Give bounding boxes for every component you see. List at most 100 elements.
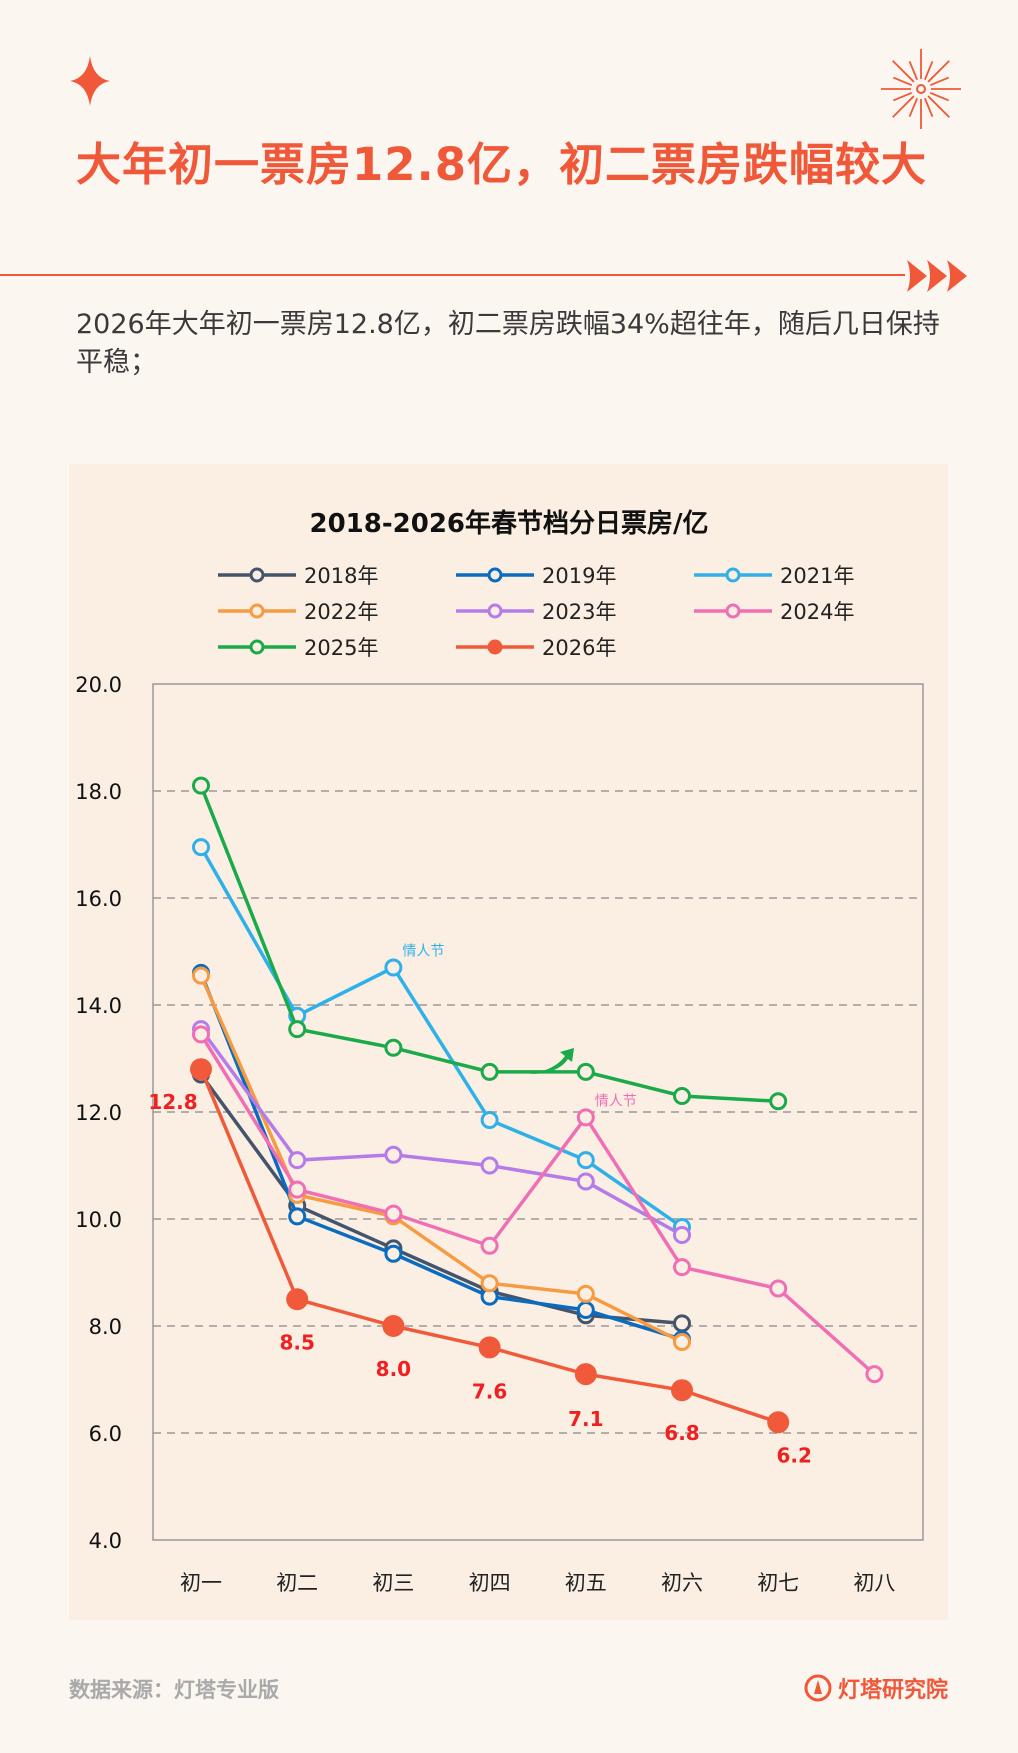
page-title: 大年初一票房12.8亿，初二票房跌幅较大 [76,138,928,191]
data-point [192,1025,210,1044]
data-label: 8.0 [376,1357,411,1381]
series-2019年 [192,963,691,1349]
data-point [576,1151,595,1170]
data-point [480,1274,499,1293]
y-tick-label: 10.0 [75,1208,122,1232]
subtitle: 2026年大年初一票房12.8亿，初二票房跌幅34%超往年，随后几日保持平稳； [76,309,940,378]
firework-ray [923,97,934,118]
x-tick-label: 初二 [276,1571,318,1595]
data-point [673,1314,691,1333]
series-line [199,972,683,1342]
firework-ray [908,60,919,81]
legend-marker [487,639,503,655]
lighthouse-logo-icon [804,1674,832,1702]
data-label: 6.8 [664,1421,699,1445]
annotation-label: 情人节 [595,1093,637,1109]
data-source: 数据来源：灯塔专业版 [69,1678,279,1702]
trend-arrow-icon [530,1048,574,1074]
data-point [574,1363,597,1386]
data-point [769,1279,788,1298]
firework-ray [892,76,913,87]
data-point [288,1207,307,1226]
data-point [384,1145,403,1164]
legend-marker [249,567,265,583]
legend-marker [725,603,741,619]
legend-marker [487,603,503,619]
y-tick-label: 14.0 [75,994,122,1018]
data-label: 7.6 [472,1379,507,1403]
triple-arrow-icon [907,260,967,292]
legend-label: 2022年 [304,600,378,624]
data-point [480,1062,499,1081]
legend-marker [249,603,265,619]
data-point [288,1151,307,1170]
logo-text: 灯塔研究院 [837,1678,948,1703]
data-point [576,1172,595,1191]
firework-ray [923,60,934,81]
x-tick-label: 初八 [853,1571,895,1595]
x-tick-label: 初四 [469,1571,511,1595]
logo: 灯塔研究院 [804,1672,948,1704]
legend-label: 2023年 [542,600,616,624]
legend-marker [725,567,741,583]
x-tick-label: 初三 [372,1571,414,1595]
data-point [480,1156,499,1175]
legend-label: 2026年 [542,636,616,660]
chart-title: 2018-2026年春节档分日票房/亿 [309,508,708,539]
data-point [384,1204,403,1223]
data-point [576,1108,595,1127]
series-line [199,974,683,1344]
x-tick-label: 初一 [180,1571,222,1595]
data-point [576,1300,595,1319]
series-2026年: 12.8 8.5 8.0 7.6 7.1 6.8 6.2 [148,1058,812,1467]
firework-ray [892,91,913,102]
data-point [576,1284,595,1303]
data-label: 7.1 [568,1407,603,1431]
firework-ray [929,91,950,102]
series-line [199,1028,683,1237]
series-2024年 [192,1025,884,1384]
data-point [192,776,210,795]
y-tick-label: 8.0 [89,1315,122,1339]
data-point [673,1226,691,1245]
data-point [288,1180,307,1199]
x-tick-label: 初五 [565,1571,607,1595]
data-point [673,1333,691,1352]
x-tick-label: 初六 [661,1571,703,1595]
x-tick-label: 初七 [757,1571,799,1595]
firework-ray [908,97,919,118]
legend-label: 2018年 [304,564,378,588]
chart-panel [69,464,948,1620]
data-point [480,1236,499,1255]
series-2023年 [192,1020,691,1245]
series-line [199,1073,683,1326]
firework-ray [927,60,950,83]
data-point [478,1336,501,1359]
series-line [199,785,779,1104]
annotation-label: 情人节 [402,944,444,960]
series-2025年 [192,776,788,1111]
firework-ray [929,76,950,87]
y-tick-label: 20.0 [75,673,122,697]
firework-ray [927,95,950,118]
y-tick-label: 12.0 [75,1101,122,1125]
y-tick-label: 18.0 [75,780,122,804]
data-label: 6.2 [776,1443,811,1467]
firework-center [916,84,926,94]
legend-label: 2019年 [542,564,616,588]
data-point [288,1020,307,1039]
divider [0,274,905,276]
data-point [671,1379,693,1402]
data-point [865,1365,884,1384]
y-tick-label: 6.0 [89,1422,122,1446]
data-label: 12.8 [148,1090,197,1114]
legend-label: 2021年 [780,564,854,588]
data-point [673,1258,691,1277]
data-point [384,1038,403,1057]
data-point [769,1092,788,1111]
data-point [382,1315,405,1337]
data-point [384,958,403,977]
series-2021年 [192,838,691,1237]
data-point [192,838,210,857]
